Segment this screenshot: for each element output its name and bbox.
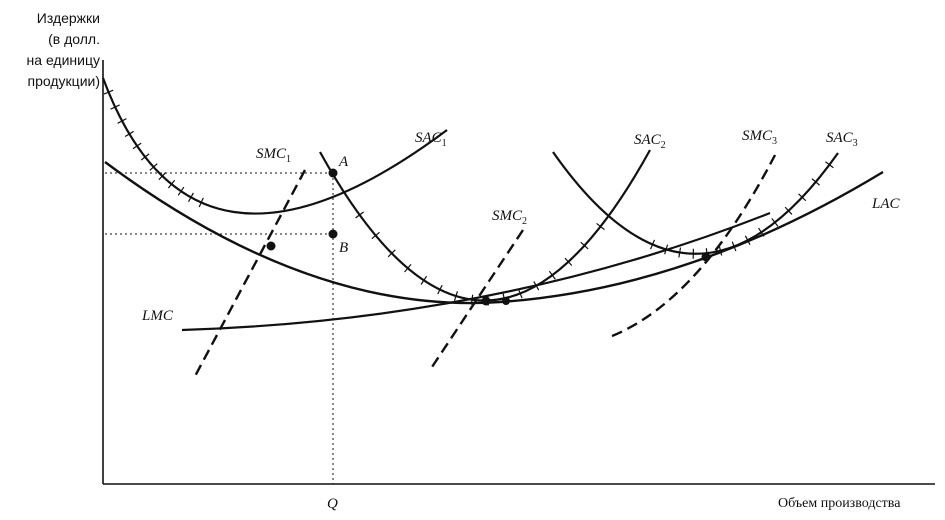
sac1-tick-mark bbox=[117, 118, 127, 124]
point-b bbox=[328, 229, 338, 239]
sac1-tick-mark bbox=[167, 179, 176, 189]
sac2-tick-mark bbox=[420, 275, 428, 285]
smc3-curve bbox=[611, 154, 777, 338]
sac2-tick-mark bbox=[355, 211, 364, 219]
sac1-tick-mark bbox=[132, 142, 142, 150]
sac3-tick-mark bbox=[744, 235, 751, 245]
y-axis-label-line-2: (в долл. bbox=[48, 31, 100, 47]
sac2-tick-mark bbox=[580, 241, 589, 250]
sac2-tick-mark bbox=[404, 264, 412, 273]
label-sac2: SAC2 bbox=[634, 132, 666, 151]
sac3-tick-mark bbox=[731, 241, 737, 252]
sac1-tick-mark bbox=[177, 186, 185, 196]
sac3-tick-mark bbox=[825, 161, 834, 169]
sac2-tick-mark bbox=[548, 270, 556, 280]
point-sac3-min bbox=[701, 252, 711, 262]
y-axis-label-line-1: Издержки bbox=[36, 10, 100, 26]
sac3-tick-mark bbox=[664, 244, 669, 255]
sac2-tick-mark bbox=[453, 291, 459, 301]
sac1-tick-mark bbox=[103, 89, 114, 95]
smc2-curve bbox=[429, 229, 524, 371]
sac3-tick-mark bbox=[784, 206, 793, 215]
sac3-tick-mark bbox=[649, 239, 656, 250]
label-sac3: SAC3 bbox=[826, 130, 858, 149]
sac1-tick-mark bbox=[110, 104, 120, 110]
sac3-tick-mark bbox=[678, 247, 682, 258]
lac-curve bbox=[104, 161, 884, 305]
label-smc1: SMC1 bbox=[256, 146, 291, 165]
label-sac1: SAC1 bbox=[415, 130, 447, 149]
point-sac2-min bbox=[481, 296, 491, 306]
sac3-tick-mark bbox=[771, 218, 779, 227]
sac3-tick-mark bbox=[811, 178, 821, 186]
smc1-curve bbox=[191, 169, 307, 381]
sac2-tick-mark bbox=[387, 249, 396, 258]
sac2-tick-mark bbox=[470, 294, 474, 305]
envelope-tick-marks bbox=[103, 89, 834, 306]
label-smc3: SMC3 bbox=[742, 128, 777, 147]
sac2-tick-mark bbox=[533, 281, 540, 291]
sac2-tick-mark bbox=[371, 231, 380, 240]
sac1-tick-mark bbox=[149, 163, 158, 171]
label-q: Q bbox=[327, 496, 338, 512]
sac2-tick-mark bbox=[517, 288, 523, 299]
point-a bbox=[328, 168, 338, 178]
sac2-curve bbox=[319, 149, 651, 302]
label-smc2: SMC2 bbox=[492, 208, 527, 227]
sac3-tick-mark bbox=[718, 245, 723, 256]
sac2-tick-mark bbox=[437, 284, 443, 295]
x-axis-label: Объем производства bbox=[778, 496, 901, 511]
label-point-b: B bbox=[339, 240, 348, 256]
sac3-tick-mark bbox=[798, 193, 807, 202]
sac2-tick-mark bbox=[596, 222, 605, 231]
label-point-a: A bbox=[338, 154, 349, 170]
label-lmc: LMC bbox=[141, 308, 174, 324]
sac1-tick-mark bbox=[140, 153, 150, 161]
y-axis-label-line-4: продукции) bbox=[27, 73, 100, 89]
sac1-curve bbox=[101, 77, 448, 215]
sac3-tick-mark bbox=[758, 227, 765, 237]
sac3-curve bbox=[552, 151, 839, 255]
sac1-tick-mark bbox=[158, 172, 167, 181]
y-axis-label-line-3: на единицу bbox=[26, 52, 100, 68]
y-axis-label: Издержки (в долл. на единицу продукции) bbox=[0, 8, 100, 92]
sac1-tick-mark bbox=[124, 130, 134, 138]
lmc-curve bbox=[181, 211, 771, 332]
sac2-tick-mark bbox=[564, 257, 573, 266]
sac1-tick-mark bbox=[198, 197, 204, 208]
point-sac1-min bbox=[266, 241, 276, 251]
point-lac-min bbox=[502, 297, 510, 305]
label-lac: LAC bbox=[871, 196, 901, 212]
sac1-tick-mark bbox=[187, 192, 194, 202]
